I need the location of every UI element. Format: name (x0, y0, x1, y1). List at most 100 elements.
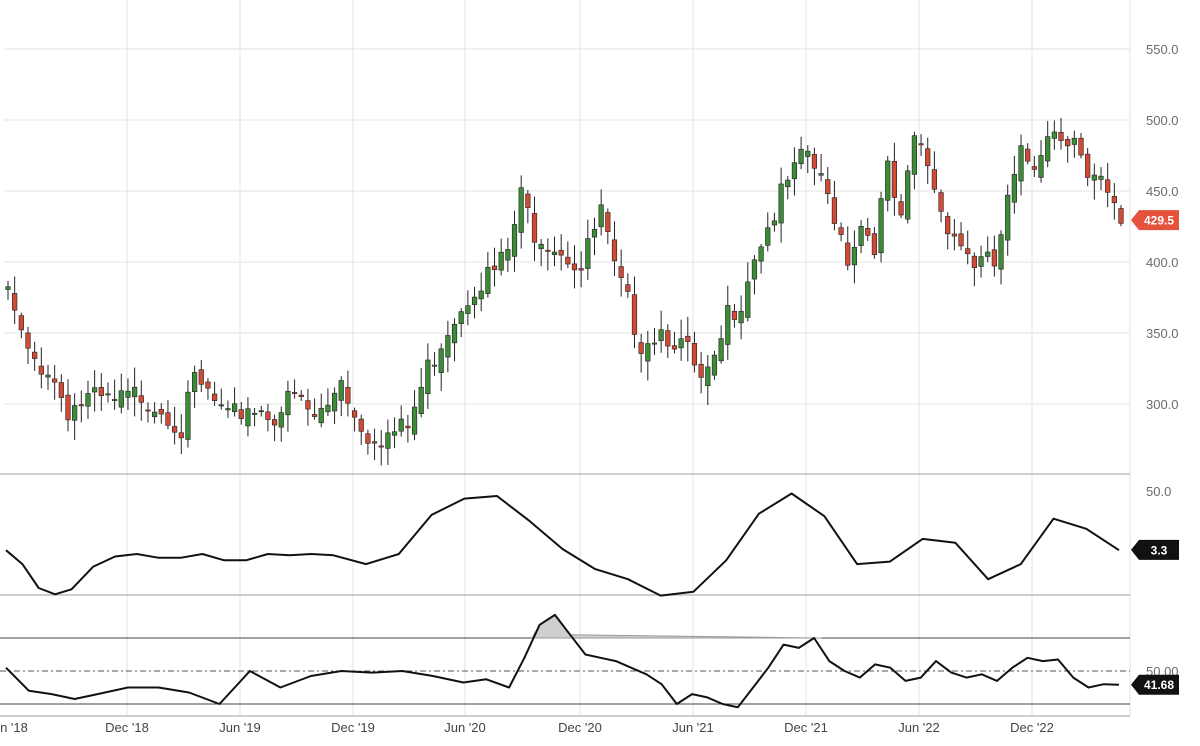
candle-up (878, 198, 884, 254)
candle-up (245, 408, 251, 427)
candle-up (5, 286, 11, 290)
candle-down (571, 263, 578, 271)
candle-down (845, 242, 851, 266)
oscillator-last-badge: 3.3 (1131, 539, 1179, 560)
x-tick-label: Dec '22 (1010, 720, 1054, 735)
candle-down (18, 315, 24, 331)
candle-up (391, 431, 398, 436)
candle-up (1051, 131, 1057, 139)
candle-down (565, 256, 571, 265)
candle-down (65, 394, 71, 421)
candle-up (105, 393, 111, 396)
oscillator-tick-label: 50.0 (1146, 484, 1171, 499)
candle-up (458, 311, 464, 324)
candle-down (665, 330, 671, 347)
x-tick-label: Jun '20 (444, 720, 486, 735)
candle-up (1071, 137, 1077, 145)
candle-up (45, 374, 51, 378)
candle-up (451, 323, 458, 344)
candle-up (192, 372, 198, 393)
candle-up (125, 390, 131, 398)
candle-up (651, 342, 658, 345)
candle-up (1045, 136, 1051, 162)
x-tick-label: Jun '21 (672, 720, 714, 735)
price-tick-label: 500.0 (1146, 113, 1179, 128)
price-tick-label: 400.0 (1146, 255, 1179, 270)
candle-up (745, 281, 751, 318)
candle-up (998, 234, 1004, 270)
rsi-line (5, 613, 1120, 709)
candle-up (851, 247, 858, 266)
candle-down (831, 197, 838, 224)
candle-down (698, 363, 704, 378)
candle-up (885, 160, 891, 201)
candle-up (231, 403, 238, 413)
candle-down (32, 351, 38, 359)
candle-up (418, 386, 424, 414)
candle-down (1031, 166, 1037, 170)
candle-down (605, 212, 611, 232)
price-last-badge-shape (1131, 210, 1179, 231)
candle-up (725, 305, 731, 345)
candle-up (758, 246, 764, 262)
candle-down (345, 386, 351, 404)
candle-down (311, 414, 318, 417)
candle-up (318, 407, 324, 424)
candle-up (591, 228, 598, 238)
x-axis-ticks: n '18 Dec '18 Jun '19 Dec '19 Jun '20 Dec '20… (0, 720, 1054, 735)
x-tick-label: Dec '18 (105, 720, 149, 735)
candle-down (1025, 148, 1031, 162)
candle-down (891, 160, 898, 198)
candle-up (818, 173, 824, 176)
candle-up (278, 412, 284, 428)
candle-up (705, 366, 711, 386)
candle-up (718, 338, 724, 362)
candle-up (805, 150, 811, 157)
rsi-last-badge-text: 41.68 (1144, 678, 1174, 692)
candle-down (371, 441, 378, 444)
candle-down (158, 409, 164, 415)
candle-down (931, 169, 937, 190)
candle-up (338, 380, 344, 401)
price-tick-label: 450.0 (1146, 184, 1179, 199)
candle-down (918, 143, 924, 146)
x-tick-label: Dec '19 (331, 720, 375, 735)
candle-up (325, 404, 331, 413)
candle-down (1111, 196, 1117, 204)
candle-down (172, 426, 178, 433)
candle-up (251, 412, 258, 415)
candle-up (118, 390, 124, 408)
candle-down (145, 409, 151, 412)
candle-up (438, 348, 444, 373)
candle-up (511, 224, 518, 257)
candle-up (285, 390, 291, 416)
candle-up (1018, 145, 1024, 182)
candle-up (478, 290, 484, 300)
candle-up (505, 249, 511, 261)
candle-up (645, 343, 651, 362)
candle-up (598, 204, 604, 228)
candle-up (911, 135, 917, 175)
candle-up (538, 243, 544, 250)
candle-up (785, 179, 791, 188)
candle-down (685, 335, 691, 342)
candle-up (431, 364, 438, 367)
candle-down (238, 409, 244, 419)
candle-up (658, 329, 664, 342)
candlestick-series (5, 117, 1124, 466)
candle-down (991, 249, 997, 267)
candle-up (738, 310, 744, 324)
candle-up (72, 405, 78, 421)
rsi-last-badge-shape (1131, 674, 1179, 695)
oscillator-line (5, 492, 1120, 597)
candle-down (52, 378, 58, 383)
candle-down (358, 418, 364, 432)
candle-down (531, 213, 538, 243)
candle-up (112, 399, 118, 401)
candle-down (1065, 139, 1071, 147)
candle-up (1091, 174, 1097, 181)
candle-up (152, 411, 158, 418)
candle-down (1058, 131, 1064, 141)
candle-up (218, 404, 224, 407)
